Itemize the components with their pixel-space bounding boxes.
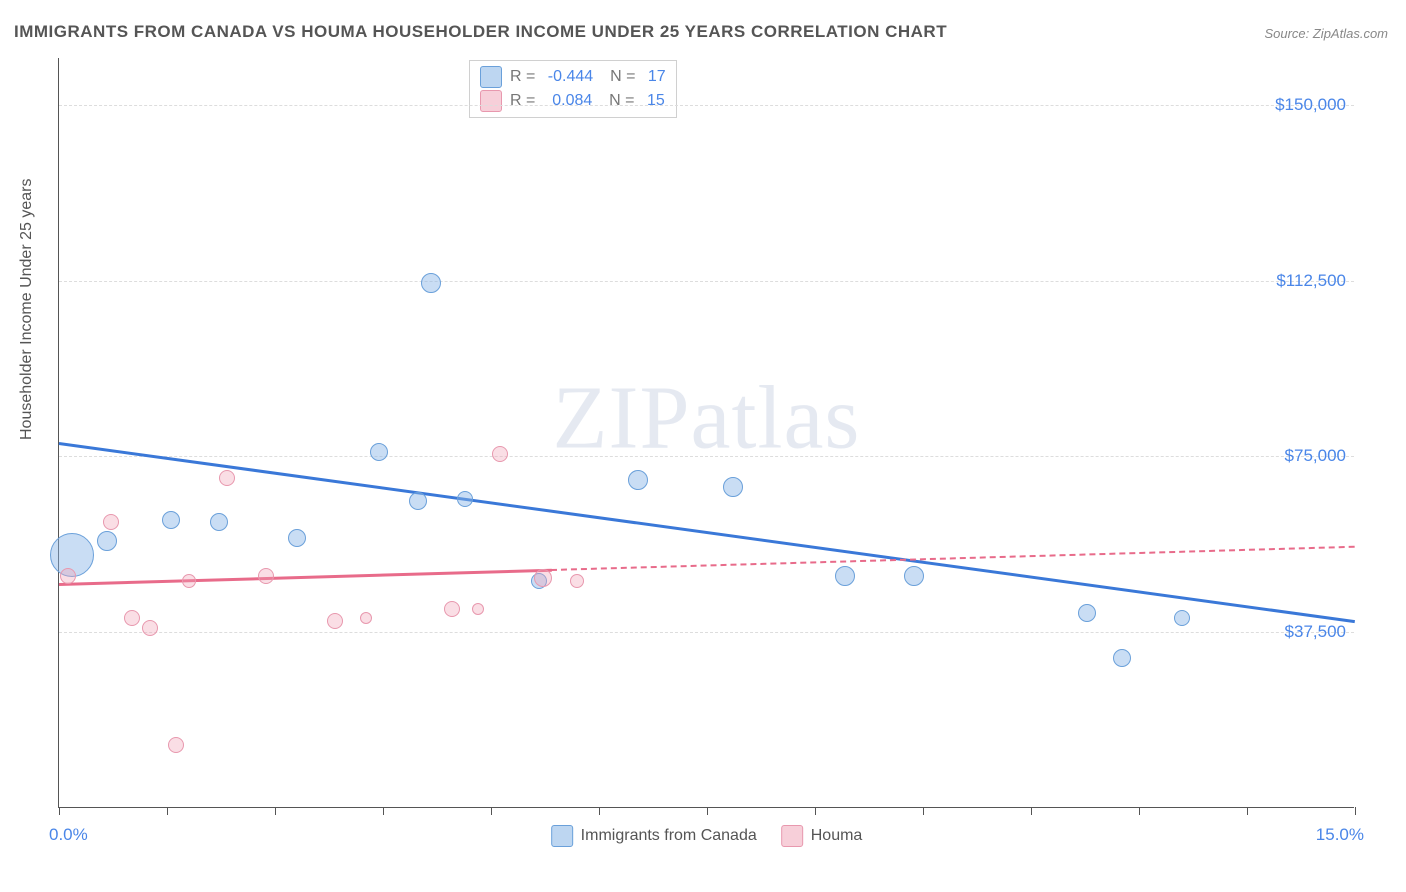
chart-title: IMMIGRANTS FROM CANADA VS HOUMA HOUSEHOL… bbox=[14, 22, 947, 42]
y-tick-label: $150,000 bbox=[1275, 95, 1346, 115]
data-point-pink bbox=[168, 737, 184, 753]
data-point-pink bbox=[219, 470, 235, 486]
y-tick-label: $75,000 bbox=[1285, 446, 1346, 466]
data-point-pink bbox=[570, 574, 584, 588]
y-tick-label: $37,500 bbox=[1285, 622, 1346, 642]
data-point-blue bbox=[628, 470, 648, 490]
data-point-blue bbox=[421, 273, 441, 293]
legend-series: Immigrants from Canada Houma bbox=[551, 825, 863, 847]
legend-item-blue: Immigrants from Canada bbox=[551, 825, 757, 847]
gridline bbox=[59, 281, 1354, 282]
legend-label-pink: Houma bbox=[811, 827, 863, 845]
trend-line bbox=[59, 569, 552, 586]
legend-swatch-blue bbox=[480, 66, 502, 88]
legend-correlation: R = -0.444 N = 17 R = 0.084 N = 15 bbox=[469, 60, 677, 118]
x-tick bbox=[1139, 807, 1140, 815]
data-point-blue bbox=[370, 443, 388, 461]
data-point-pink bbox=[124, 610, 140, 626]
x-tick bbox=[59, 807, 60, 815]
x-tick bbox=[491, 807, 492, 815]
x-tick bbox=[707, 807, 708, 815]
legend-swatch-pink bbox=[480, 90, 502, 112]
data-point-pink bbox=[327, 613, 343, 629]
legend-item-pink: Houma bbox=[781, 825, 863, 847]
plot-area: ZIPatlas R = -0.444 N = 17 R = 0.084 N =… bbox=[58, 58, 1354, 808]
data-point-blue bbox=[409, 492, 427, 510]
gridline bbox=[59, 105, 1354, 106]
legend-swatch-pink-2 bbox=[781, 825, 803, 847]
data-point-pink bbox=[444, 601, 460, 617]
r-value-pink: 0.084 bbox=[552, 92, 592, 110]
x-tick bbox=[599, 807, 600, 815]
data-point-blue bbox=[457, 491, 473, 507]
data-point-pink bbox=[360, 612, 372, 624]
x-axis-max-label: 15.0% bbox=[1316, 825, 1364, 845]
n-value-pink: 15 bbox=[647, 92, 665, 110]
r-value-blue: -0.444 bbox=[548, 68, 593, 86]
n-value-blue: 17 bbox=[648, 68, 666, 86]
gridline bbox=[59, 456, 1354, 457]
x-tick bbox=[1247, 807, 1248, 815]
data-point-pink bbox=[534, 569, 552, 587]
source-attribution: Source: ZipAtlas.com bbox=[1264, 26, 1388, 41]
x-tick bbox=[383, 807, 384, 815]
legend-row-blue: R = -0.444 N = 17 bbox=[480, 65, 666, 89]
x-tick bbox=[815, 807, 816, 815]
gridline bbox=[59, 632, 1354, 633]
legend-label-blue: Immigrants from Canada bbox=[581, 827, 757, 845]
x-tick bbox=[167, 807, 168, 815]
y-tick-label: $112,500 bbox=[1276, 271, 1346, 291]
legend-row-pink: R = 0.084 N = 15 bbox=[480, 89, 666, 113]
data-point-blue bbox=[1174, 610, 1190, 626]
data-point-pink bbox=[103, 514, 119, 530]
data-point-blue bbox=[904, 566, 924, 586]
x-tick bbox=[1355, 807, 1356, 815]
data-point-blue bbox=[835, 566, 855, 586]
data-point-pink bbox=[60, 568, 76, 584]
data-point-blue bbox=[1078, 604, 1096, 622]
x-tick bbox=[1031, 807, 1032, 815]
x-tick bbox=[275, 807, 276, 815]
data-point-pink bbox=[142, 620, 158, 636]
legend-swatch-blue-2 bbox=[551, 825, 573, 847]
data-point-pink bbox=[472, 603, 484, 615]
watermark: ZIPatlas bbox=[553, 366, 861, 469]
trend-line bbox=[59, 442, 1355, 623]
data-point-blue bbox=[210, 513, 228, 531]
x-axis-min-label: 0.0% bbox=[49, 825, 88, 845]
data-point-blue bbox=[162, 511, 180, 529]
data-point-blue bbox=[1113, 649, 1131, 667]
y-axis-title: Householder Income Under 25 years bbox=[18, 179, 36, 440]
data-point-pink bbox=[258, 568, 274, 584]
data-point-blue bbox=[723, 477, 743, 497]
data-point-blue bbox=[288, 529, 306, 547]
data-point-pink bbox=[492, 446, 508, 462]
data-point-blue bbox=[97, 531, 117, 551]
x-tick bbox=[923, 807, 924, 815]
data-point-pink bbox=[182, 574, 196, 588]
